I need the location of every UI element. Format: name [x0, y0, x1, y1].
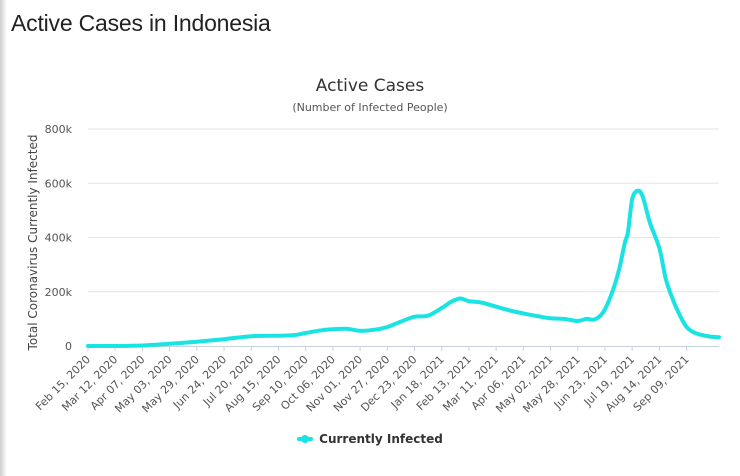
- data-point[interactable]: [671, 298, 675, 302]
- data-point[interactable]: [598, 314, 602, 318]
- data-point[interactable]: [708, 335, 712, 339]
- data-point[interactable]: [426, 314, 430, 318]
- chart-subtitle: (Number of Infected People): [292, 101, 448, 114]
- data-point[interactable]: [249, 334, 253, 338]
- left-edge-shadow: [0, 0, 7, 476]
- data-point[interactable]: [494, 305, 498, 309]
- data-point[interactable]: [691, 330, 695, 334]
- chart-legend: Currently Infected: [0, 432, 740, 447]
- page-heading: Active Cases in Indonesia: [11, 10, 271, 36]
- legend-label: Currently Infected: [319, 432, 443, 446]
- data-point[interactable]: [630, 198, 634, 202]
- data-point[interactable]: [611, 287, 615, 291]
- data-point[interactable]: [412, 315, 416, 319]
- data-point[interactable]: [591, 318, 595, 322]
- data-point[interactable]: [536, 314, 540, 318]
- legend-swatch-icon: [297, 434, 314, 444]
- data-point[interactable]: [440, 306, 444, 310]
- data-point[interactable]: [399, 320, 403, 324]
- data-point[interactable]: [385, 325, 389, 329]
- data-point[interactable]: [657, 246, 661, 250]
- data-point[interactable]: [717, 335, 721, 339]
- data-point[interactable]: [358, 329, 362, 333]
- data-point[interactable]: [467, 299, 471, 303]
- chart-series[interactable]: [86, 188, 721, 348]
- y-tick-label: 600k: [45, 177, 73, 190]
- data-point[interactable]: [168, 342, 172, 346]
- data-point[interactable]: [276, 334, 280, 338]
- data-point[interactable]: [698, 333, 702, 337]
- data-point[interactable]: [509, 309, 513, 313]
- data-point[interactable]: [549, 316, 553, 320]
- y-tick-label: 200k: [45, 286, 73, 299]
- data-point[interactable]: [304, 331, 308, 335]
- data-point[interactable]: [479, 301, 483, 305]
- data-point[interactable]: [584, 317, 588, 321]
- data-point[interactable]: [373, 328, 377, 332]
- data-point[interactable]: [113, 344, 117, 348]
- data-point[interactable]: [576, 319, 580, 323]
- data-point[interactable]: [635, 189, 639, 193]
- chart-gridlines: [88, 128, 719, 293]
- data-point[interactable]: [626, 230, 630, 234]
- series-line-currently-infected[interactable]: [86, 188, 721, 348]
- data-point[interactable]: [685, 325, 689, 329]
- data-point[interactable]: [603, 307, 607, 311]
- y-axis-title: Total Coronavirus Currently Infected: [26, 135, 40, 352]
- data-point[interactable]: [319, 328, 323, 332]
- data-point[interactable]: [641, 194, 645, 198]
- data-point[interactable]: [664, 276, 668, 280]
- data-point[interactable]: [222, 337, 226, 341]
- data-point[interactable]: [521, 311, 525, 315]
- y-tick-label: 800k: [45, 123, 73, 136]
- data-point[interactable]: [459, 297, 463, 301]
- data-point[interactable]: [678, 314, 682, 318]
- data-point[interactable]: [623, 241, 627, 245]
- data-point[interactable]: [346, 327, 350, 331]
- data-point[interactable]: [140, 343, 144, 347]
- data-point[interactable]: [618, 265, 622, 269]
- data-point[interactable]: [195, 340, 199, 344]
- data-point[interactable]: [86, 344, 90, 348]
- data-point[interactable]: [331, 327, 335, 331]
- chart-title: Active Cases: [315, 76, 425, 96]
- legend-item-currently-infected[interactable]: Currently Infected: [297, 432, 443, 446]
- y-tick-label: 0: [65, 340, 72, 353]
- data-point[interactable]: [450, 299, 454, 303]
- data-point[interactable]: [648, 221, 652, 225]
- y-tick-label: 400k: [45, 232, 73, 245]
- data-point[interactable]: [292, 333, 296, 337]
- data-point[interactable]: [562, 317, 566, 321]
